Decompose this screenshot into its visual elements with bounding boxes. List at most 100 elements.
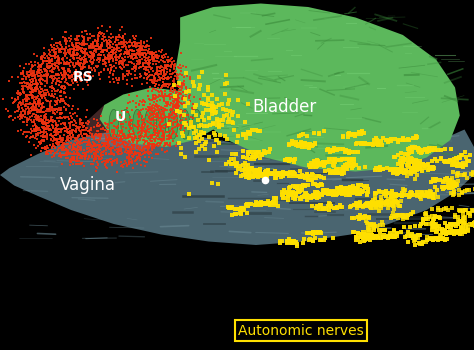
Point	[357, 141, 365, 146]
Point	[379, 222, 387, 228]
Point	[351, 160, 358, 165]
Point	[92, 43, 100, 49]
Point	[28, 71, 36, 77]
Point	[165, 132, 173, 138]
Point	[161, 93, 169, 99]
Point	[124, 141, 131, 146]
Point	[400, 167, 408, 173]
Point	[374, 202, 381, 208]
Point	[105, 157, 112, 163]
Point	[62, 36, 70, 42]
Point	[81, 41, 89, 47]
Point	[110, 79, 118, 85]
Point	[180, 89, 187, 95]
Point	[345, 131, 353, 136]
Point	[30, 107, 38, 113]
Point	[30, 106, 38, 112]
Point	[90, 134, 98, 140]
Point	[141, 150, 149, 156]
Point	[148, 145, 155, 150]
Point	[360, 230, 367, 235]
Point	[364, 234, 371, 239]
Point	[40, 137, 48, 142]
Point	[95, 46, 102, 52]
Point	[459, 218, 467, 224]
Point	[403, 215, 410, 220]
Point	[135, 133, 143, 139]
Point	[414, 147, 422, 153]
Point	[52, 102, 59, 107]
Point	[253, 154, 260, 159]
Point	[44, 89, 52, 95]
Point	[32, 128, 40, 134]
Point	[155, 137, 162, 142]
Point	[342, 147, 350, 153]
Point	[385, 234, 392, 240]
Point	[418, 190, 425, 196]
Point	[143, 127, 151, 133]
Point	[157, 68, 165, 74]
Point	[49, 69, 57, 75]
Point	[428, 189, 435, 195]
Point	[74, 83, 82, 88]
Point	[160, 76, 168, 82]
Point	[151, 96, 159, 102]
Point	[138, 123, 146, 128]
Point	[234, 166, 241, 172]
Point	[432, 191, 439, 197]
Point	[153, 78, 161, 84]
Point	[28, 128, 36, 134]
Point	[76, 128, 83, 134]
Point	[38, 96, 46, 101]
Point	[153, 133, 161, 138]
Point	[150, 50, 157, 56]
Point	[31, 62, 39, 68]
Point	[61, 104, 68, 110]
Point	[122, 49, 129, 55]
Point	[414, 165, 422, 171]
Point	[126, 114, 134, 120]
Point	[30, 107, 37, 113]
Point	[51, 76, 58, 82]
Point	[294, 173, 302, 178]
Point	[279, 172, 287, 177]
Point	[228, 112, 236, 118]
Point	[403, 192, 410, 197]
Point	[306, 164, 314, 170]
Point	[90, 61, 97, 66]
Point	[310, 238, 317, 243]
Point	[88, 146, 96, 152]
Point	[188, 124, 195, 129]
Point	[135, 151, 142, 156]
Point	[72, 161, 80, 167]
Point	[163, 63, 171, 69]
Point	[101, 142, 109, 148]
Point	[70, 56, 77, 62]
Point	[118, 108, 126, 114]
Point	[118, 44, 126, 49]
Point	[22, 92, 30, 97]
Point	[145, 123, 152, 129]
Point	[167, 74, 175, 79]
Point	[123, 163, 131, 169]
Point	[84, 134, 91, 139]
Point	[132, 63, 139, 69]
Point	[283, 239, 291, 244]
Point	[66, 49, 73, 54]
Point	[369, 223, 377, 228]
Point	[373, 141, 380, 147]
Point	[168, 118, 175, 124]
Point	[25, 84, 33, 89]
Point	[385, 198, 392, 204]
Point	[64, 81, 72, 86]
Point	[160, 116, 167, 121]
Point	[344, 161, 351, 167]
Point	[397, 203, 404, 209]
Point	[119, 74, 127, 80]
Point	[45, 65, 52, 71]
Point	[378, 142, 386, 147]
Point	[127, 148, 135, 154]
Point	[139, 63, 146, 69]
Point	[124, 68, 131, 74]
Point	[387, 137, 395, 142]
